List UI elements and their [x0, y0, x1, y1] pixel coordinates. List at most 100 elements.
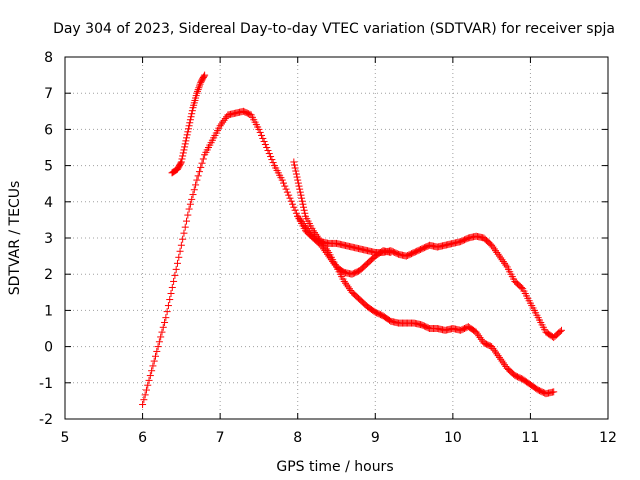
data-point: [317, 241, 325, 249]
data-point-interp: [175, 253, 183, 261]
x-tick-label: 11: [522, 430, 540, 446]
x-tick-label: 9: [371, 430, 380, 446]
data-point-interp: [498, 357, 506, 365]
data-point-interp: [188, 107, 196, 115]
data-point-interp: [490, 346, 498, 354]
data-point-interp: [183, 217, 191, 225]
data-point-interp: [261, 140, 269, 148]
data-point-interp: [140, 396, 148, 404]
data-point: [162, 314, 170, 322]
data-point-interp: [168, 283, 176, 291]
data-point-interp: [184, 128, 192, 136]
data-point-interp: [153, 347, 161, 355]
data-point-interp: [194, 172, 202, 180]
y-tick-label: 1: [44, 303, 53, 319]
data-point-interp: [158, 328, 166, 336]
data-point-interp: [292, 170, 300, 178]
data-point-interp: [198, 159, 206, 167]
data-point-interp: [497, 254, 505, 262]
data-point-interp: [179, 149, 187, 157]
data-point-interp: [183, 131, 191, 139]
data-point: [301, 223, 309, 231]
data-point-interp: [326, 254, 334, 262]
data-point-interp: [217, 120, 225, 128]
data-point-interp: [268, 156, 276, 164]
y-axis-label: SDTVAR / TECUs: [7, 181, 23, 296]
data-point: [146, 372, 154, 380]
data-point-interp: [194, 86, 202, 94]
data-point-interp: [196, 80, 204, 88]
data-point-interp: [299, 200, 307, 208]
data-point: [216, 122, 224, 130]
y-tick-labels: -2 -1 0 1 2 3 4 5 6 7 8: [39, 50, 53, 428]
x-tick-label: 6: [138, 430, 147, 446]
data-point-interp: [176, 247, 184, 255]
data-point-interp: [489, 243, 497, 251]
data-point-interp: [298, 197, 306, 205]
data-point: [495, 353, 503, 361]
data-point-interp: [329, 258, 337, 266]
data-point-interp: [181, 223, 189, 231]
data-point: [387, 248, 395, 256]
data-point-interp: [182, 137, 190, 145]
data-point-interp: [195, 82, 203, 90]
data-point-interp: [195, 168, 203, 176]
data-point-interp: [493, 248, 501, 256]
data-point-interp: [291, 164, 299, 172]
data-point: [193, 89, 201, 97]
data-point-interp: [305, 229, 313, 237]
data-point-interp: [159, 323, 167, 331]
data-point-interp: [178, 155, 186, 163]
x-axis-label: GPS time / hours: [276, 459, 393, 475]
data-point: [263, 144, 271, 151]
x-tick-label: 12: [599, 430, 617, 446]
data-point-interp: [344, 283, 352, 291]
y-tick-label: 3: [44, 231, 53, 247]
y-tick-label: 5: [44, 159, 53, 175]
data-point-interp: [295, 214, 303, 222]
data-point-interp: [320, 245, 328, 253]
data-point-interp: [180, 229, 188, 237]
data-point-interp: [300, 206, 308, 214]
y-tick-label: 2: [44, 267, 53, 283]
data-point-interp: [141, 391, 149, 399]
data-point: [488, 343, 496, 351]
data-point: [294, 212, 302, 220]
data-point-interp: [304, 227, 312, 235]
data-point-interp: [492, 348, 500, 356]
y-tick-label: 8: [44, 50, 53, 66]
data-point-interp: [499, 359, 507, 367]
y-tick-label: -1: [39, 376, 53, 392]
data-point-interp: [264, 147, 272, 155]
data-point: [286, 194, 294, 202]
data-point-interp: [184, 211, 192, 219]
data-point-interp: [192, 181, 200, 189]
data-point: [181, 140, 189, 148]
data-point-interp: [145, 376, 153, 384]
data-point-interp: [292, 167, 300, 175]
data-point-interp: [321, 247, 329, 255]
y-tick-label: -2: [39, 412, 53, 428]
data-point-interp: [294, 179, 302, 187]
data-point-interp: [291, 206, 299, 214]
data-point: [255, 125, 263, 133]
data-point-interp: [301, 209, 309, 217]
grid-lines: [65, 57, 608, 419]
data-point-interp: [279, 179, 287, 187]
data-point-interp: [290, 203, 298, 211]
data-point-interp: [163, 308, 171, 316]
data-point-interp: [188, 195, 196, 203]
data-point-interp: [142, 386, 150, 394]
data-point-interp: [300, 203, 308, 211]
x-tick-labels: 5 6 7 8 9 10 11 12: [61, 430, 617, 446]
data-point-interp: [296, 188, 304, 196]
data-point-interp: [177, 159, 185, 167]
data-point-interp: [489, 344, 497, 352]
data-point-interp: [149, 362, 157, 370]
data-point: [495, 252, 503, 260]
data-point-interp: [200, 72, 208, 80]
data-point-interp: [476, 334, 484, 342]
data-point-interp: [297, 191, 305, 199]
data-point-interp: [269, 159, 277, 167]
data-point: [185, 205, 193, 213]
